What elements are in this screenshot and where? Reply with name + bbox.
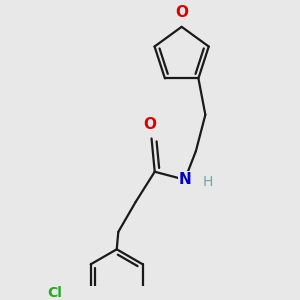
Text: O: O [175,5,188,20]
Text: Cl: Cl [47,286,62,300]
Text: H: H [202,175,213,189]
Text: N: N [178,172,191,187]
Text: O: O [143,117,157,132]
